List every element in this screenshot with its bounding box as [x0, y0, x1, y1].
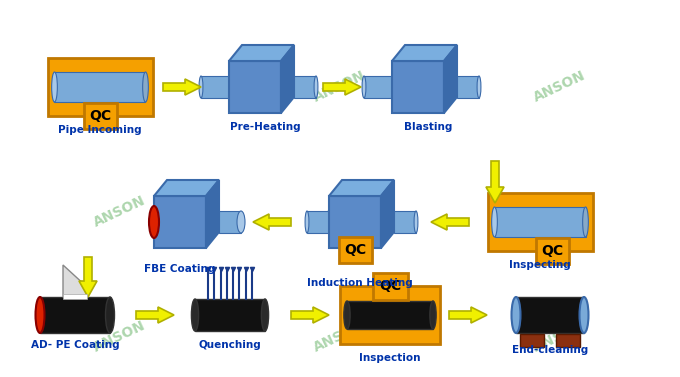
Bar	[229, 61, 281, 113]
Bar	[48, 58, 152, 116]
Bar	[556, 334, 580, 347]
Text: ANSON: ANSON	[311, 69, 369, 105]
Ellipse shape	[305, 211, 309, 233]
FancyArrow shape	[163, 79, 201, 95]
Text: Pipe Incoming: Pipe Incoming	[58, 125, 142, 135]
Polygon shape	[381, 180, 394, 248]
Bar	[340, 286, 440, 344]
Bar	[536, 238, 568, 264]
Ellipse shape	[362, 76, 366, 98]
Text: Blasting: Blasting	[404, 122, 452, 132]
Polygon shape	[154, 180, 219, 196]
Ellipse shape	[583, 207, 588, 237]
Text: Inspecting: Inspecting	[509, 260, 571, 270]
Bar	[488, 193, 592, 251]
Text: ANSON: ANSON	[92, 319, 148, 355]
FancyArrow shape	[136, 307, 174, 323]
FancyArrow shape	[253, 214, 291, 230]
Text: ANSON: ANSON	[532, 319, 588, 355]
Bar	[494, 207, 585, 237]
Bar	[40, 297, 110, 333]
Polygon shape	[392, 45, 457, 61]
Text: ANSON: ANSON	[92, 194, 148, 230]
FancyArrow shape	[323, 79, 361, 95]
Bar	[201, 76, 229, 98]
Bar	[154, 196, 206, 248]
Ellipse shape	[149, 206, 159, 238]
Bar	[339, 237, 371, 263]
Bar	[329, 196, 381, 248]
Bar	[294, 76, 316, 98]
FancyArrow shape	[449, 307, 487, 323]
Ellipse shape	[52, 72, 57, 102]
Bar	[394, 211, 416, 233]
Bar	[307, 211, 329, 233]
FancyArrow shape	[79, 257, 97, 297]
FancyArrow shape	[291, 307, 329, 323]
Text: FBE Coating: FBE Coating	[144, 264, 216, 274]
Ellipse shape	[237, 211, 245, 233]
Text: End-cleaning: End-cleaning	[512, 345, 588, 355]
Bar	[392, 61, 444, 113]
Bar	[63, 294, 87, 299]
Text: ANSON: ANSON	[532, 194, 588, 230]
Bar	[457, 76, 479, 98]
Ellipse shape	[105, 297, 114, 333]
Text: QC: QC	[541, 244, 563, 258]
Text: Quenching: Quenching	[199, 340, 261, 350]
Polygon shape	[229, 45, 294, 61]
Text: QC: QC	[89, 109, 111, 123]
Ellipse shape	[35, 297, 44, 333]
Text: QC: QC	[344, 243, 366, 257]
Text: Induction Heating: Induction Heating	[307, 278, 413, 288]
Bar	[195, 299, 265, 331]
Bar	[84, 103, 116, 129]
FancyArrow shape	[431, 214, 469, 230]
Polygon shape	[444, 45, 457, 113]
Text: Pre-Heating: Pre-Heating	[230, 122, 301, 132]
Polygon shape	[281, 45, 294, 113]
Polygon shape	[63, 265, 87, 297]
Polygon shape	[329, 180, 394, 196]
Ellipse shape	[414, 211, 418, 233]
Ellipse shape	[199, 76, 203, 98]
Ellipse shape	[191, 299, 199, 331]
Ellipse shape	[511, 297, 520, 333]
Ellipse shape	[143, 72, 148, 102]
Ellipse shape	[314, 76, 318, 98]
FancyArrow shape	[486, 161, 504, 203]
Bar	[364, 76, 392, 98]
Text: ANSON: ANSON	[92, 69, 148, 105]
Bar	[54, 72, 146, 102]
Ellipse shape	[344, 301, 350, 329]
Ellipse shape	[492, 207, 497, 237]
Polygon shape	[206, 180, 219, 248]
Text: ANSON: ANSON	[311, 319, 369, 355]
Bar	[520, 334, 544, 347]
Ellipse shape	[579, 297, 588, 333]
Text: ANSON: ANSON	[311, 194, 369, 230]
Ellipse shape	[261, 299, 269, 331]
Text: ANSON: ANSON	[532, 69, 588, 105]
Text: QC: QC	[379, 279, 401, 293]
Text: AD- PE Coating: AD- PE Coating	[31, 340, 119, 350]
Bar	[373, 273, 407, 299]
Bar	[516, 297, 584, 333]
Ellipse shape	[477, 76, 481, 98]
Bar	[219, 211, 241, 233]
Text: Inspection: Inspection	[359, 353, 421, 363]
Bar	[347, 301, 433, 329]
Ellipse shape	[430, 301, 436, 329]
